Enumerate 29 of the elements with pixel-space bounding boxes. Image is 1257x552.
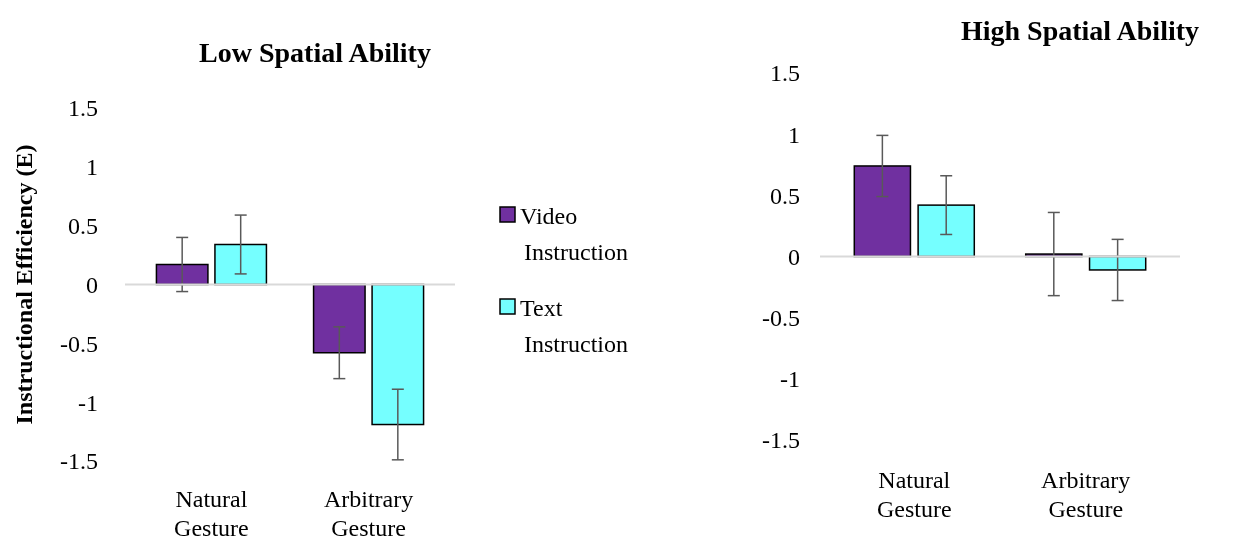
x-tick-label: Natural Gesture (174, 486, 249, 541)
bar (312, 283, 366, 354)
legend-label: Video Instruction (520, 203, 628, 266)
y-tick-label: -1 (780, 366, 800, 393)
y-tick-label: 0 (86, 271, 98, 298)
bar (214, 243, 268, 286)
y-tick-label: 0.5 (770, 182, 800, 209)
chart-title: Low Spatial Ability (199, 37, 431, 68)
chart-title: High Spatial Ability (960, 15, 1200, 46)
y-tick-label: -1.5 (60, 448, 98, 475)
bar (155, 263, 209, 286)
y-axis-title: Instructional Efficiency (E) (11, 144, 37, 425)
y-tick-label: -0.5 (762, 305, 800, 332)
y-tick-label: -0.5 (60, 330, 98, 357)
bar (917, 204, 976, 258)
y-tick-label: 1 (788, 121, 800, 148)
legend-label: Text Instruction (520, 295, 628, 358)
y-tick-label: 0 (788, 243, 800, 270)
y-tick-label: -1.5 (762, 427, 800, 454)
bar (371, 283, 425, 426)
x-tick-label: Arbitrary Gesture (323, 486, 414, 541)
y-tick-label: 1.5 (68, 95, 98, 122)
y-tick-label: 0.5 (68, 213, 98, 240)
bar (853, 165, 912, 258)
x-tick-label: Arbitrary Gesture (1041, 467, 1131, 522)
y-tick-label: 1 (86, 154, 98, 181)
y-tick-label: -1 (78, 389, 98, 416)
y-tick-label: 1.5 (770, 60, 800, 87)
x-tick-label: Natural Gesture (876, 467, 952, 522)
